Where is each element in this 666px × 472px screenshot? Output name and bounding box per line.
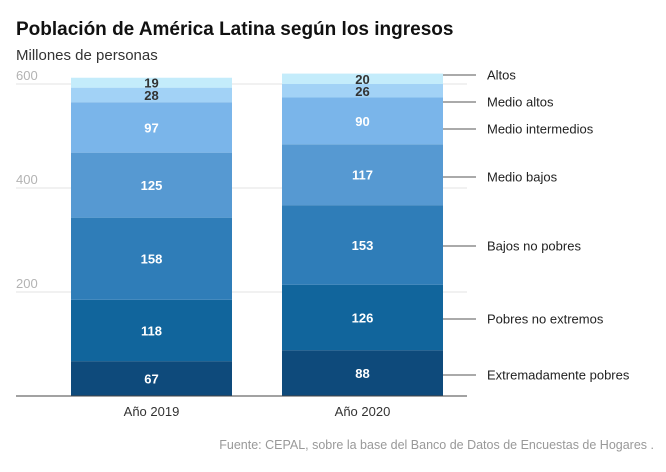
bar-segment [71, 217, 232, 300]
bar-segment [71, 299, 232, 362]
bar-segment [71, 77, 232, 88]
data-label: 90 [355, 114, 369, 129]
y-tick-label: 200 [16, 276, 38, 291]
bar-segment [71, 361, 232, 396]
data-label: 19 [144, 76, 158, 91]
bar-segment [282, 97, 443, 145]
bar-segment [282, 73, 443, 84]
bar-segment [71, 87, 232, 103]
bar-segment [71, 102, 232, 153]
legend-label: Pobres no extremos [487, 312, 604, 327]
y-tick-label: 600 [16, 68, 38, 83]
data-label: 153 [352, 238, 374, 253]
data-label: 125 [141, 178, 163, 193]
bar-segment [282, 84, 443, 98]
data-label: 117 [352, 168, 373, 183]
legend-label: Medio bajos [487, 170, 558, 185]
bar-segment [282, 205, 443, 285]
y-axis-label: Millones de personas [16, 47, 158, 64]
data-label: 88 [355, 366, 369, 381]
legend-label: Extremadamente pobres [487, 368, 630, 383]
x-category-label: Año 2020 [335, 404, 391, 419]
y-tick-label: 400 [16, 172, 38, 187]
legend-label: Medio intermedios [487, 122, 594, 137]
data-label: 20 [355, 72, 369, 87]
bar-segment [282, 144, 443, 206]
x-category-label: Año 2019 [124, 404, 180, 419]
bar-segment [282, 350, 443, 396]
bar-segment [282, 284, 443, 351]
legend-label: Medio altos [487, 95, 554, 110]
data-label: 67 [144, 372, 158, 387]
legend-label: Altos [487, 68, 516, 83]
data-label: 126 [352, 310, 374, 325]
bar-segment [71, 152, 232, 218]
legend-label: Bajos no pobres [487, 239, 581, 254]
source-note: Fuente: CEPAL, sobre la base del Banco d… [219, 438, 654, 452]
data-label: 26 [355, 84, 369, 99]
data-label: 97 [144, 120, 158, 135]
data-label: 28 [144, 88, 158, 103]
data-label: 158 [141, 252, 163, 267]
chart-title: Población de América Latina según los in… [16, 19, 454, 40]
data-label: 118 [141, 323, 162, 338]
